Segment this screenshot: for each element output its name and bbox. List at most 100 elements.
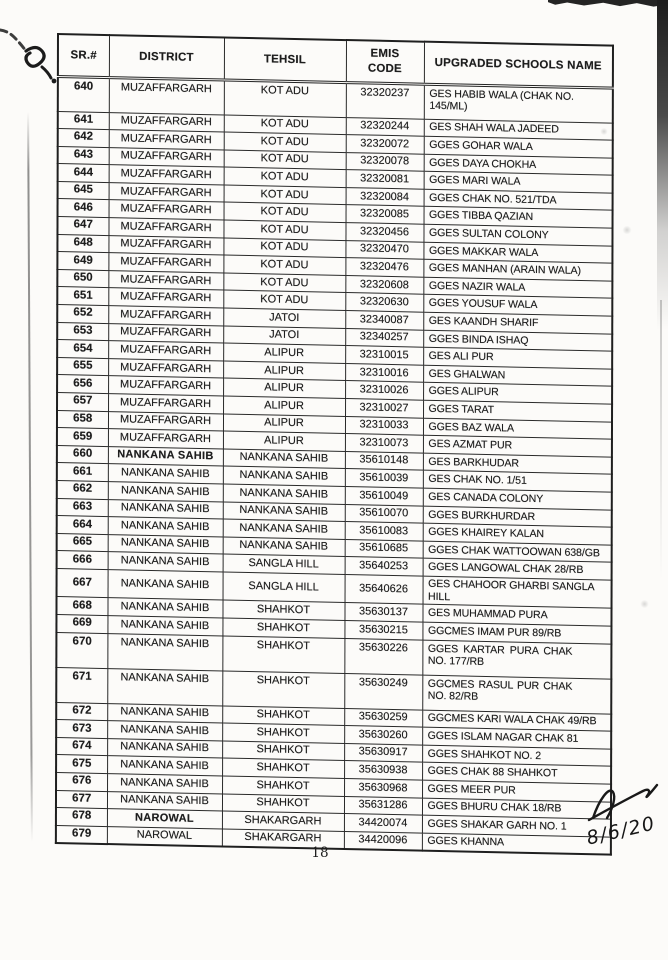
sr-number-cell: 648 — [57, 234, 109, 253]
district-cell: NAROWAL — [106, 826, 222, 847]
sr-number-cell: 657 — [57, 392, 109, 412]
emis-code-cell: 32320476 — [345, 257, 424, 278]
school-name-cell: GGCMES RASUL PUR CHAK NO. 82/RB — [422, 674, 612, 714]
emis-code-cell: 32320470 — [345, 240, 424, 260]
paper-smudge — [622, 226, 632, 234]
scan-edge-right-shadow — [660, 300, 662, 580]
sr-number-cell: 673 — [56, 719, 108, 739]
sr-number-cell: 656 — [57, 374, 109, 394]
header-emis-code: EMIS CODE — [345, 40, 424, 84]
emis-code-cell: 32310026 — [345, 380, 424, 401]
emis-code-cell: 32310027 — [345, 398, 424, 418]
district-cell: NANKANA SAHIB — [107, 633, 223, 671]
emis-code-cell: 34420096 — [343, 831, 422, 851]
upgraded-schools-table-wrap: SR.# DISTRICT TEHSIL EMIS CODE UPGRADED … — [54, 33, 614, 856]
signature-block: 8/6/20 — [583, 778, 668, 878]
emis-code-cell: 32320085 — [345, 205, 424, 225]
emis-code-cell: 32310073 — [344, 433, 423, 453]
sr-number-cell: 641 — [57, 111, 109, 130]
sr-number-cell: 661 — [56, 462, 108, 482]
sr-number-cell: 642 — [57, 128, 109, 148]
sr-number-cell: 660 — [56, 445, 108, 464]
sr-number-cell: 671 — [56, 667, 108, 704]
scan-fold-line — [27, 111, 33, 843]
emis-code-cell: 35610070 — [344, 504, 423, 524]
header-district: DISTRICT — [108, 35, 224, 80]
paper-smudge — [600, 128, 608, 135]
district-cell: MUZAFFARGARH — [108, 77, 224, 115]
emis-code-cell: 32320608 — [345, 275, 424, 295]
sr-number-cell: 676 — [56, 772, 108, 792]
sr-number-cell: 677 — [55, 789, 108, 809]
emis-code-cell: 35630917 — [344, 743, 423, 763]
emis-code-cell: 32340087 — [345, 310, 424, 330]
sr-number-cell: 663 — [56, 498, 108, 517]
emis-code-cell: 32310015 — [345, 345, 424, 365]
sr-number-cell: 652 — [57, 304, 109, 324]
header-tehsil: TEHSIL — [223, 37, 346, 83]
scan-edge-right-artifact — [657, 0, 668, 330]
sr-number-cell: 667 — [56, 568, 108, 598]
page-number: 18 — [311, 845, 329, 861]
emis-code-cell: 32320630 — [345, 292, 424, 313]
emis-code-cell: 35630259 — [344, 708, 423, 728]
sr-number-cell: 644 — [57, 163, 109, 183]
tehsil-cell: SHAHKOT — [222, 635, 345, 674]
header-sr: SR.# — [57, 34, 109, 78]
emis-code-cell: 32320456 — [345, 222, 424, 242]
sr-number-cell: 654 — [57, 339, 109, 359]
sr-number-cell: 669 — [56, 614, 108, 634]
emis-code-cell: 32320084 — [345, 187, 424, 207]
emis-code-cell: 35640253 — [344, 556, 423, 577]
header-school-name: UPGRADED SCHOOLS NAME — [423, 41, 613, 88]
emis-code-cell: 35630938 — [344, 760, 423, 781]
sr-number-cell: 659 — [56, 427, 108, 447]
emis-code-cell: 32320072 — [345, 134, 424, 154]
school-name-cell: GGES KARTAR PURA CHAK NO. 177/RB — [422, 639, 612, 679]
sr-number-cell: 646 — [57, 198, 109, 218]
emis-code-cell: 35631286 — [343, 796, 423, 816]
emis-code-cell: 32320244 — [345, 117, 424, 137]
tehsil-cell: KOT ADU — [223, 79, 346, 118]
sr-number-cell: 666 — [56, 550, 108, 570]
emis-code-cell: 35610039 — [344, 468, 423, 489]
sr-number-cell: 653 — [57, 322, 109, 341]
paper-smudge — [640, 600, 649, 608]
emis-code-cell: 32310033 — [344, 416, 424, 436]
sr-number-cell: 678 — [55, 807, 107, 827]
sr-number-cell: 674 — [56, 737, 108, 756]
emis-code-cell: 32340257 — [345, 328, 424, 348]
table-body: 640 MUZAFFARGARH KOT ADU 32320237 GES HA… — [55, 76, 613, 855]
sr-number-cell: 645 — [57, 181, 109, 201]
sr-number-cell: 664 — [56, 515, 108, 535]
school-name-cell: GES HABIB WALA (CHAK NO. 145/ML) — [423, 83, 613, 123]
sr-number-cell: 658 — [56, 410, 109, 429]
sr-number-cell: 665 — [56, 533, 108, 552]
emis-code-cell: 35630968 — [344, 778, 423, 798]
sr-number-cell: 668 — [56, 596, 108, 616]
sr-number-cell: 650 — [57, 269, 109, 289]
sr-number-cell: 655 — [57, 357, 109, 376]
sr-number-cell: 643 — [57, 146, 109, 165]
upgraded-schools-table: SR.# DISTRICT TEHSIL EMIS CODE UPGRADED … — [54, 33, 614, 856]
emis-code-cell: 35630249 — [344, 673, 423, 710]
emis-code-cell: 32320081 — [345, 169, 424, 190]
tehsil-cell: SANGLA HILL — [222, 571, 345, 603]
sr-number-cell: 649 — [57, 251, 109, 271]
sr-number-cell: 670 — [56, 632, 108, 669]
scan-edge-top-artifact — [548, 0, 668, 7]
sr-number-cell: 675 — [56, 754, 108, 774]
emis-code-cell: 35630260 — [344, 725, 423, 745]
emis-code-cell: 35610049 — [344, 486, 423, 506]
sr-number-cell: 647 — [57, 216, 109, 236]
signature-squiggle-icon — [587, 783, 659, 822]
emis-code-cell: 32320078 — [345, 152, 424, 172]
emis-code-cell: 32310016 — [345, 363, 424, 383]
emis-code-cell: 34420074 — [343, 813, 422, 833]
sr-number-cell: 672 — [56, 702, 108, 721]
tehsil-cell: SHAHKOT — [222, 670, 345, 709]
school-name-cell: GES CHAHOOR GHARBI SANGLA HILL — [422, 576, 612, 609]
sr-number-cell: 640 — [57, 76, 109, 113]
sr-number-cell: 679 — [55, 825, 107, 844]
